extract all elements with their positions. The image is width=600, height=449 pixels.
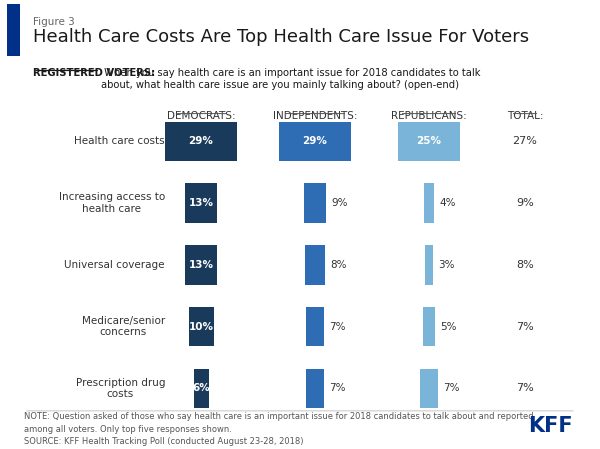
Bar: [188, 307, 214, 347]
Bar: [423, 307, 435, 347]
Bar: [185, 183, 217, 223]
Text: 7%: 7%: [329, 383, 346, 393]
Text: Prescription drug
costs: Prescription drug costs: [76, 378, 165, 399]
Text: 8%: 8%: [516, 260, 534, 270]
Text: Increasing access to
health care: Increasing access to health care: [59, 192, 165, 214]
Bar: [193, 369, 209, 408]
Text: 10%: 10%: [188, 321, 214, 332]
Bar: [306, 369, 324, 408]
Text: 8%: 8%: [331, 260, 347, 270]
Text: 25%: 25%: [416, 136, 442, 146]
Text: REGISTERED VOTERS:: REGISTERED VOTERS:: [33, 68, 155, 78]
Text: Universal coverage: Universal coverage: [65, 260, 165, 270]
Text: Health Care Costs Are Top Health Care Issue For Voters: Health Care Costs Are Top Health Care Is…: [33, 28, 529, 46]
Text: 9%: 9%: [516, 198, 534, 208]
Bar: [424, 183, 434, 223]
Text: 4%: 4%: [439, 198, 456, 208]
Bar: [279, 122, 351, 161]
Text: DEMOCRATS:: DEMOCRATS:: [167, 111, 235, 121]
Bar: [420, 369, 438, 408]
Text: 13%: 13%: [188, 198, 214, 208]
Text: 7%: 7%: [516, 383, 534, 393]
Bar: [398, 122, 460, 161]
Text: 7%: 7%: [443, 383, 460, 393]
Text: 5%: 5%: [440, 321, 457, 332]
Bar: [306, 307, 324, 347]
Bar: [165, 122, 237, 161]
Text: 3%: 3%: [438, 260, 455, 270]
Text: 7%: 7%: [329, 321, 346, 332]
Text: When you say health care is an important issue for 2018 candidates to talk
about: When you say health care is an important…: [101, 68, 481, 90]
Text: 27%: 27%: [512, 136, 538, 146]
Bar: [305, 245, 325, 285]
Text: 13%: 13%: [188, 260, 214, 270]
Text: 7%: 7%: [516, 321, 534, 332]
Bar: [304, 183, 326, 223]
Text: INDEPENDENTS:: INDEPENDENTS:: [273, 111, 357, 121]
Bar: [7, 4, 20, 56]
Text: Figure 3: Figure 3: [33, 17, 75, 27]
Text: NOTE: Question asked of those who say health care is an important issue for 2018: NOTE: Question asked of those who say he…: [24, 412, 533, 446]
Text: REPUBLICANS:: REPUBLICANS:: [391, 111, 467, 121]
Text: 6%: 6%: [192, 383, 210, 393]
Text: 29%: 29%: [188, 136, 214, 146]
Text: TOTAL:: TOTAL:: [507, 111, 543, 121]
Text: 29%: 29%: [302, 136, 328, 146]
Text: KFF: KFF: [529, 415, 573, 436]
Bar: [185, 245, 217, 285]
Bar: [425, 245, 433, 285]
Text: 9%: 9%: [332, 198, 348, 208]
Text: Medicare/senior
concerns: Medicare/senior concerns: [82, 316, 165, 338]
Text: Health care costs: Health care costs: [74, 136, 165, 146]
